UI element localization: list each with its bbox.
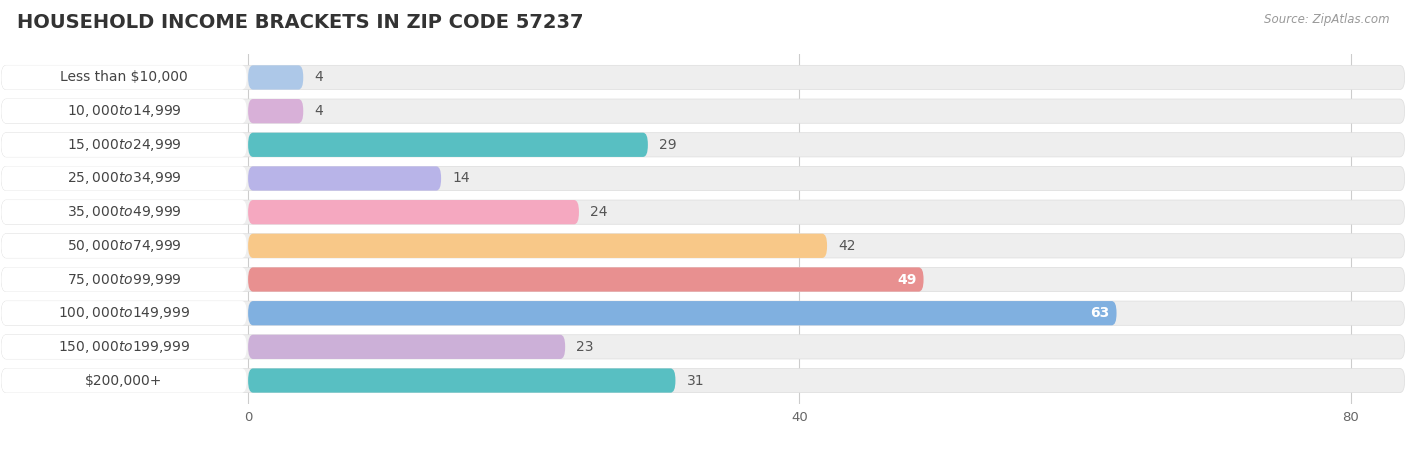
Text: 29: 29 xyxy=(659,138,676,152)
Text: 4: 4 xyxy=(315,104,323,118)
FancyBboxPatch shape xyxy=(1,233,1405,258)
FancyBboxPatch shape xyxy=(247,335,565,359)
FancyBboxPatch shape xyxy=(247,267,924,292)
FancyBboxPatch shape xyxy=(247,301,1116,325)
FancyBboxPatch shape xyxy=(1,200,246,224)
Text: $150,000 to $199,999: $150,000 to $199,999 xyxy=(58,339,190,355)
Text: $200,000+: $200,000+ xyxy=(86,374,163,387)
Text: HOUSEHOLD INCOME BRACKETS IN ZIP CODE 57237: HOUSEHOLD INCOME BRACKETS IN ZIP CODE 57… xyxy=(17,13,583,32)
Text: Less than $10,000: Less than $10,000 xyxy=(60,70,188,84)
FancyBboxPatch shape xyxy=(1,99,246,123)
FancyBboxPatch shape xyxy=(1,166,1405,190)
FancyBboxPatch shape xyxy=(247,368,675,392)
Text: Source: ZipAtlas.com: Source: ZipAtlas.com xyxy=(1264,13,1389,26)
Text: $10,000 to $14,999: $10,000 to $14,999 xyxy=(66,103,181,119)
Text: $75,000 to $99,999: $75,000 to $99,999 xyxy=(66,272,181,287)
FancyBboxPatch shape xyxy=(1,335,1405,359)
FancyBboxPatch shape xyxy=(247,166,441,190)
FancyBboxPatch shape xyxy=(247,99,304,123)
Text: 49: 49 xyxy=(897,273,917,286)
FancyBboxPatch shape xyxy=(1,301,1405,325)
FancyBboxPatch shape xyxy=(1,267,1405,292)
FancyBboxPatch shape xyxy=(1,65,1405,89)
FancyBboxPatch shape xyxy=(1,133,1405,157)
FancyBboxPatch shape xyxy=(1,368,246,392)
FancyBboxPatch shape xyxy=(247,200,579,224)
Text: 42: 42 xyxy=(838,239,856,253)
Text: $25,000 to $34,999: $25,000 to $34,999 xyxy=(66,171,181,186)
FancyBboxPatch shape xyxy=(1,301,246,325)
FancyBboxPatch shape xyxy=(1,166,246,190)
Text: $100,000 to $149,999: $100,000 to $149,999 xyxy=(58,305,190,321)
FancyBboxPatch shape xyxy=(1,65,246,89)
Text: $15,000 to $24,999: $15,000 to $24,999 xyxy=(66,137,181,153)
FancyBboxPatch shape xyxy=(1,99,1405,123)
FancyBboxPatch shape xyxy=(247,65,304,89)
FancyBboxPatch shape xyxy=(247,133,648,157)
Text: $50,000 to $74,999: $50,000 to $74,999 xyxy=(66,238,181,254)
Text: 31: 31 xyxy=(686,374,704,387)
Text: 23: 23 xyxy=(576,340,593,354)
Text: 63: 63 xyxy=(1091,306,1109,320)
FancyBboxPatch shape xyxy=(1,200,1405,224)
FancyBboxPatch shape xyxy=(1,368,1405,392)
FancyBboxPatch shape xyxy=(1,267,246,292)
FancyBboxPatch shape xyxy=(1,233,246,258)
Text: 4: 4 xyxy=(315,70,323,84)
Text: 24: 24 xyxy=(591,205,607,219)
FancyBboxPatch shape xyxy=(1,133,246,157)
FancyBboxPatch shape xyxy=(247,233,827,258)
Text: 14: 14 xyxy=(453,172,470,185)
Text: $35,000 to $49,999: $35,000 to $49,999 xyxy=(66,204,181,220)
FancyBboxPatch shape xyxy=(1,335,246,359)
